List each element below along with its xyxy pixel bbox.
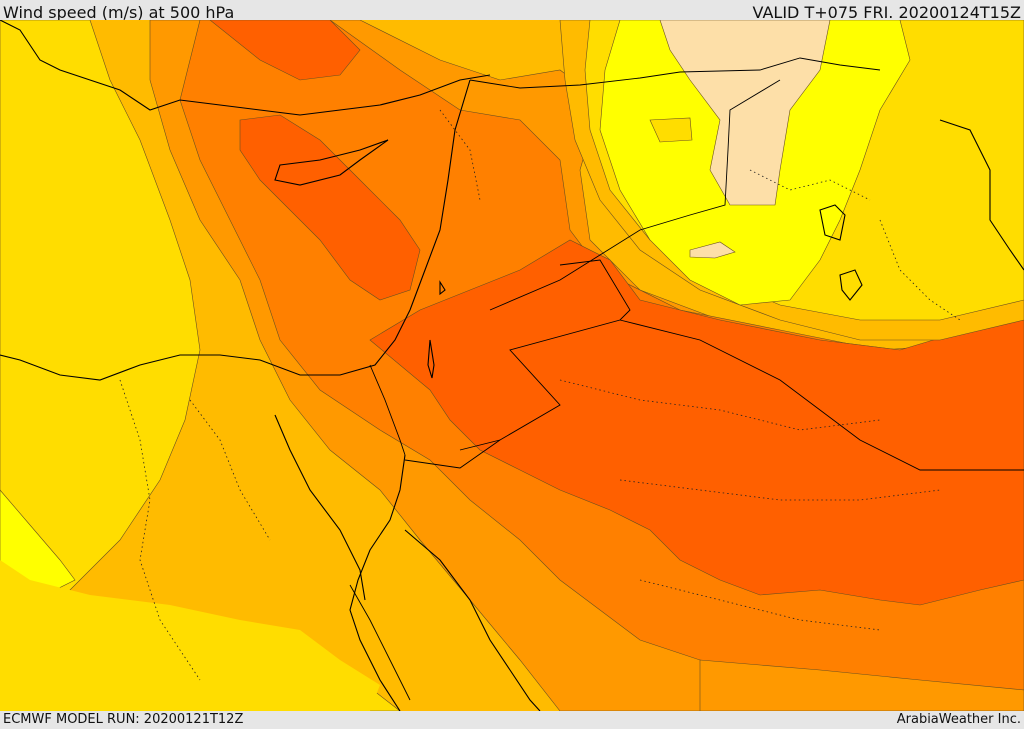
contour-sw-gold-2 [0,560,380,711]
coast-cyprus [274,139,389,186]
coast-saudi-red-sea [404,529,541,711]
border-egypt-israel [369,364,406,456]
dotted-iraq [749,169,871,201]
contour-se-orange [699,659,1024,711]
coast-levant [0,79,471,381]
contour-red-main [369,239,1024,606]
border-jordan-iraq [459,259,631,451]
coast-red-sea [349,534,401,711]
border-saudi-iraq [619,319,1024,471]
dotted-saudi-1 [559,379,881,431]
coast-caspian [939,119,1024,271]
contour-red-north [209,20,361,81]
map-title: Wind speed (m/s) at 500 hPa [3,3,235,22]
border-turkey-syria [469,57,881,89]
dotted-turkey [439,109,481,201]
coast-dead-sea [427,339,435,379]
valid-time: VALID T+075 FRI. 20200124T15Z [752,3,1021,22]
contour-ne-gold-patch [649,117,693,143]
coast-gulf-aqaba [379,454,406,536]
border-jordan-saudi [404,439,501,469]
dotted-saudi-3 [639,579,881,631]
header-bar: Wind speed (m/s) at 500 hPa VALID T+075 … [0,0,1024,22]
footer-bar: ECMWF MODEL RUN: 20200121T12Z ArabiaWeat… [0,711,1024,729]
border-syria-iraq [489,79,781,311]
contour-red-cyprus [239,114,421,301]
dotted-egypt [119,379,201,681]
coast-galilee [439,280,446,296]
dotted-egypt-2 [189,399,271,541]
coast-lake-van [819,204,846,241]
model-run-label: ECMWF MODEL RUN: 20200121T12Z [3,712,244,727]
border-egypt-sudan [349,584,411,701]
contour-ne-lightest-spot [689,241,736,259]
wind-speed-map[interactable] [0,20,1024,711]
coast-turkey [0,20,491,116]
coast-gulf-suez [274,414,366,601]
coast-lake-urmia [839,269,863,301]
credit-label: ArabiaWeather Inc. [896,712,1021,727]
